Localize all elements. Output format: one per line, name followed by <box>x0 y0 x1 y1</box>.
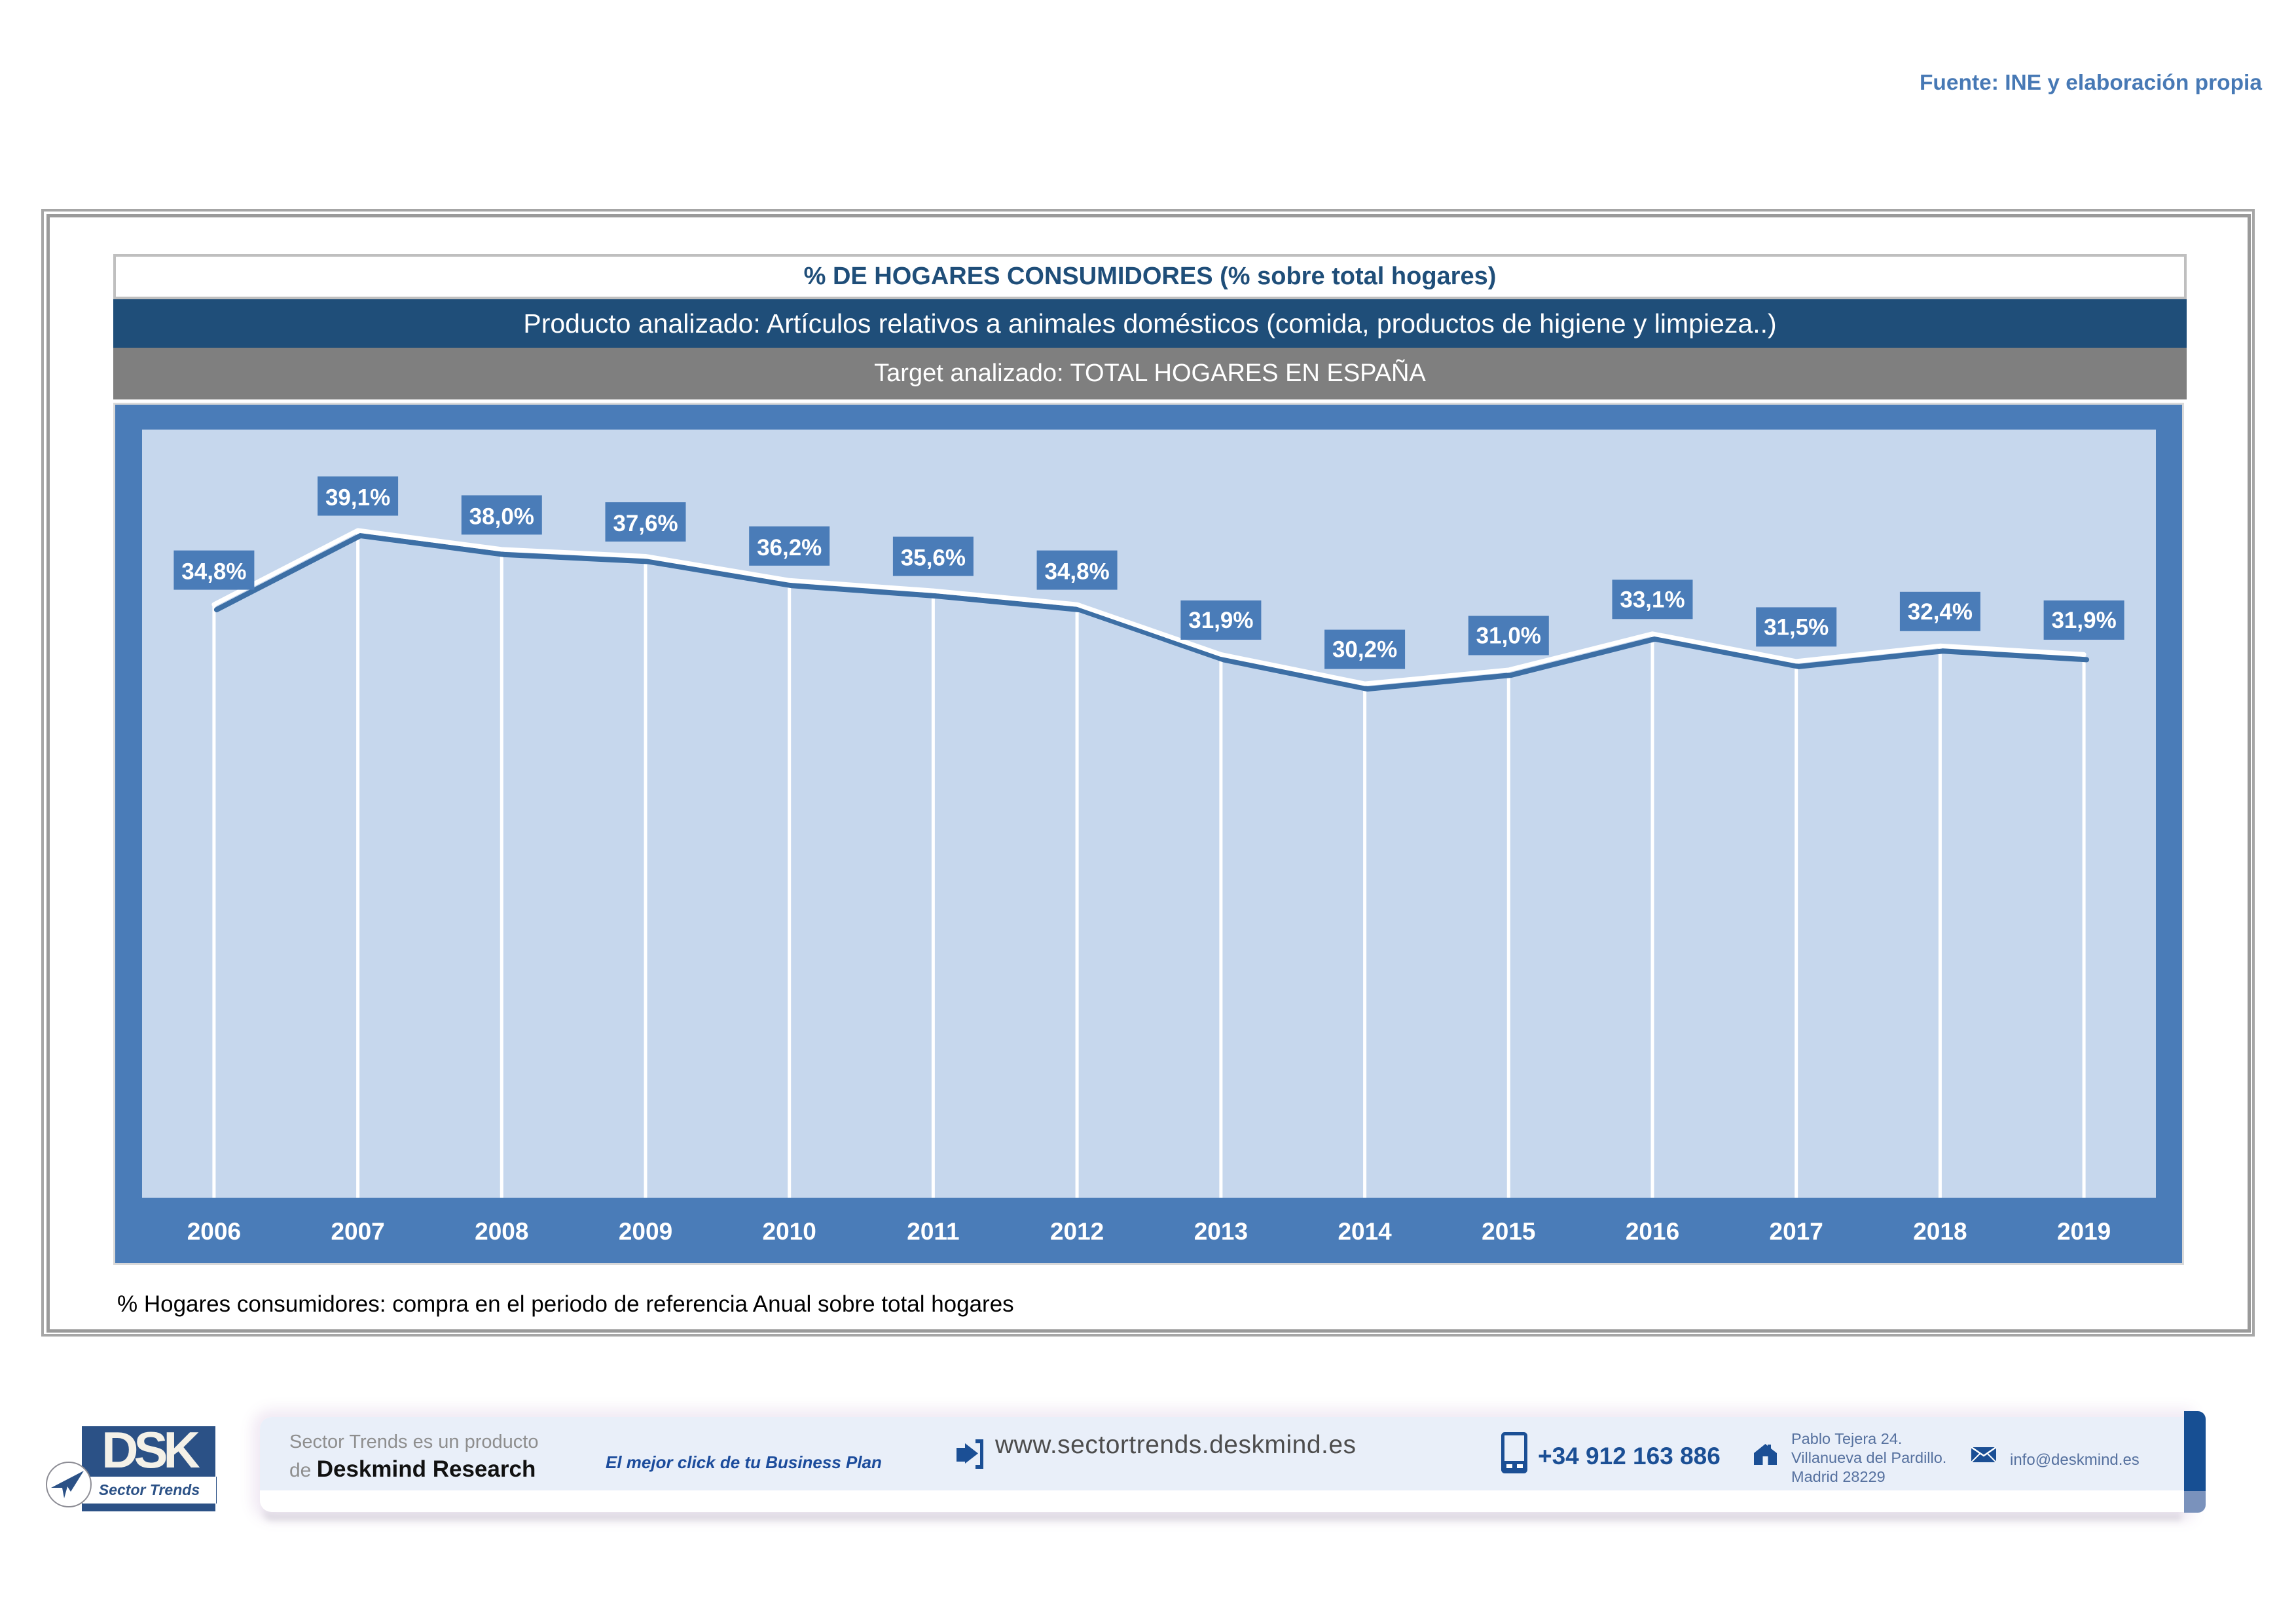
svg-text:39,1%: 39,1% <box>325 485 390 511</box>
svg-text:2012: 2012 <box>1050 1218 1104 1245</box>
svg-text:2019: 2019 <box>2057 1218 2111 1245</box>
svg-text:35,6%: 35,6% <box>901 545 966 571</box>
svg-text:2008: 2008 <box>475 1218 528 1245</box>
svg-text:2006: 2006 <box>187 1218 241 1245</box>
svg-text:32,4%: 32,4% <box>1908 599 1973 625</box>
svg-text:2007: 2007 <box>331 1218 384 1245</box>
svg-text:34,8%: 34,8% <box>181 559 246 585</box>
svg-text:2016: 2016 <box>1626 1218 1679 1245</box>
svg-text:33,1%: 33,1% <box>1620 587 1685 612</box>
svg-text:34,8%: 34,8% <box>1044 559 1109 585</box>
svg-text:31,5%: 31,5% <box>1764 614 1829 640</box>
svg-text:2018: 2018 <box>1913 1218 1967 1245</box>
svg-text:31,0%: 31,0% <box>1476 623 1541 649</box>
svg-text:2014: 2014 <box>1338 1218 1392 1245</box>
svg-text:2011: 2011 <box>907 1218 959 1245</box>
svg-text:2010: 2010 <box>763 1218 816 1245</box>
svg-text:2015: 2015 <box>1482 1218 1535 1245</box>
svg-text:31,9%: 31,9% <box>2051 608 2116 633</box>
svg-text:37,6%: 37,6% <box>613 511 678 536</box>
svg-text:2013: 2013 <box>1194 1218 1248 1245</box>
svg-text:2009: 2009 <box>619 1218 672 1245</box>
svg-text:36,2%: 36,2% <box>757 535 822 561</box>
svg-text:38,0%: 38,0% <box>469 504 534 529</box>
svg-text:30,2%: 30,2% <box>1332 637 1397 663</box>
svg-text:2017: 2017 <box>1770 1218 1823 1245</box>
svg-text:31,9%: 31,9% <box>1188 608 1253 633</box>
